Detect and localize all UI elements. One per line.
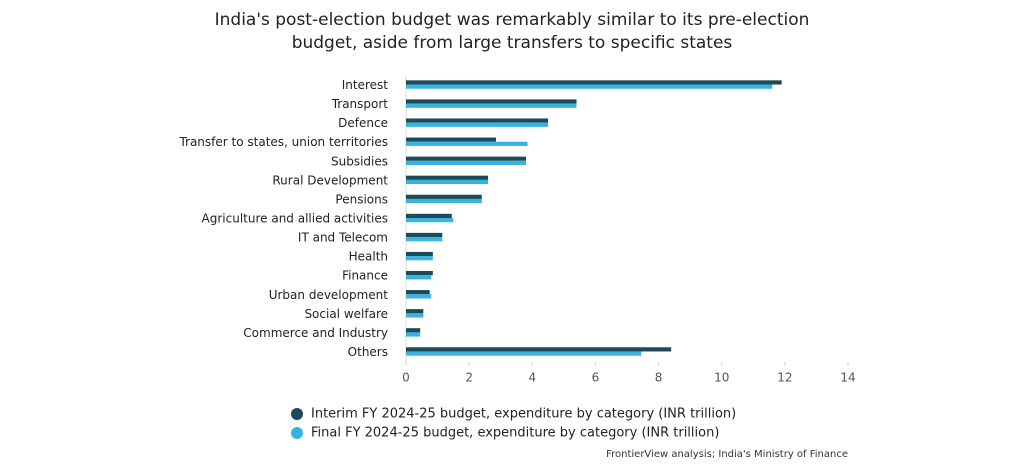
y-tick-label: Rural Development xyxy=(272,173,388,187)
y-tick-label: IT and Telecom xyxy=(298,231,388,245)
bar xyxy=(406,175,489,180)
bar xyxy=(406,294,432,299)
source: FrontierView analysis; India's Ministry … xyxy=(606,449,848,460)
x-tick-label: 0 xyxy=(402,371,410,385)
bar xyxy=(406,290,430,295)
y-tick-label: Commerce and Industry xyxy=(243,326,388,340)
bar xyxy=(406,179,489,185)
x-tick-label: 10 xyxy=(714,371,729,385)
bar xyxy=(406,232,443,238)
bar xyxy=(406,237,443,242)
bar xyxy=(406,99,577,104)
bar xyxy=(406,122,549,127)
y-tick-label: Interest xyxy=(342,78,389,92)
bar xyxy=(406,213,452,218)
bar xyxy=(406,84,773,89)
bar xyxy=(406,160,526,165)
bar xyxy=(406,351,642,356)
chart-title: India's post-election budget was remarka… xyxy=(215,10,810,30)
x-tick-label: 14 xyxy=(840,371,855,385)
legend-label: Final FY 2024-25 budget, expenditure by … xyxy=(311,426,719,441)
bar xyxy=(406,137,496,142)
x-tick-label: 2 xyxy=(465,371,473,385)
x-tick-label: 8 xyxy=(655,371,663,385)
y-tick-label: Social welfare xyxy=(304,307,388,321)
bar xyxy=(406,275,432,280)
y-tick-label: Subsidies xyxy=(331,154,388,168)
bar xyxy=(406,347,672,352)
bar xyxy=(406,271,433,276)
bar xyxy=(406,103,577,108)
y-tick-label: Urban development xyxy=(269,288,389,302)
bar xyxy=(406,309,424,314)
bar xyxy=(406,156,526,161)
y-tick-label: Health xyxy=(349,250,388,264)
bar xyxy=(406,194,482,199)
x-tick-label: 4 xyxy=(528,371,536,385)
legend-marker xyxy=(291,408,303,420)
bar xyxy=(406,218,454,223)
bar xyxy=(406,313,424,318)
bar xyxy=(406,118,549,123)
x-tick-label: 12 xyxy=(777,371,792,385)
bar xyxy=(406,141,528,146)
legend-label: Interim FY 2024-25 budget, expenditure b… xyxy=(311,407,736,422)
y-tick-label: Finance xyxy=(342,269,388,283)
bar xyxy=(406,256,433,261)
y-tick-label: Agriculture and allied activities xyxy=(202,212,388,226)
legend-marker xyxy=(291,427,303,439)
bar xyxy=(406,198,482,204)
bar xyxy=(406,328,421,333)
y-tick-label: Defence xyxy=(338,116,388,130)
bar xyxy=(406,251,433,257)
chart-title: budget, aside from large transfers to sp… xyxy=(292,33,733,53)
y-tick-label: Pensions xyxy=(335,192,388,206)
y-tick-label: Others xyxy=(348,345,388,359)
x-tick-label: 6 xyxy=(592,371,600,385)
y-tick-label: Transfer to states, union territories xyxy=(178,135,388,149)
bar xyxy=(406,332,421,337)
y-tick-label: Transport xyxy=(331,97,389,111)
bar xyxy=(406,80,782,85)
